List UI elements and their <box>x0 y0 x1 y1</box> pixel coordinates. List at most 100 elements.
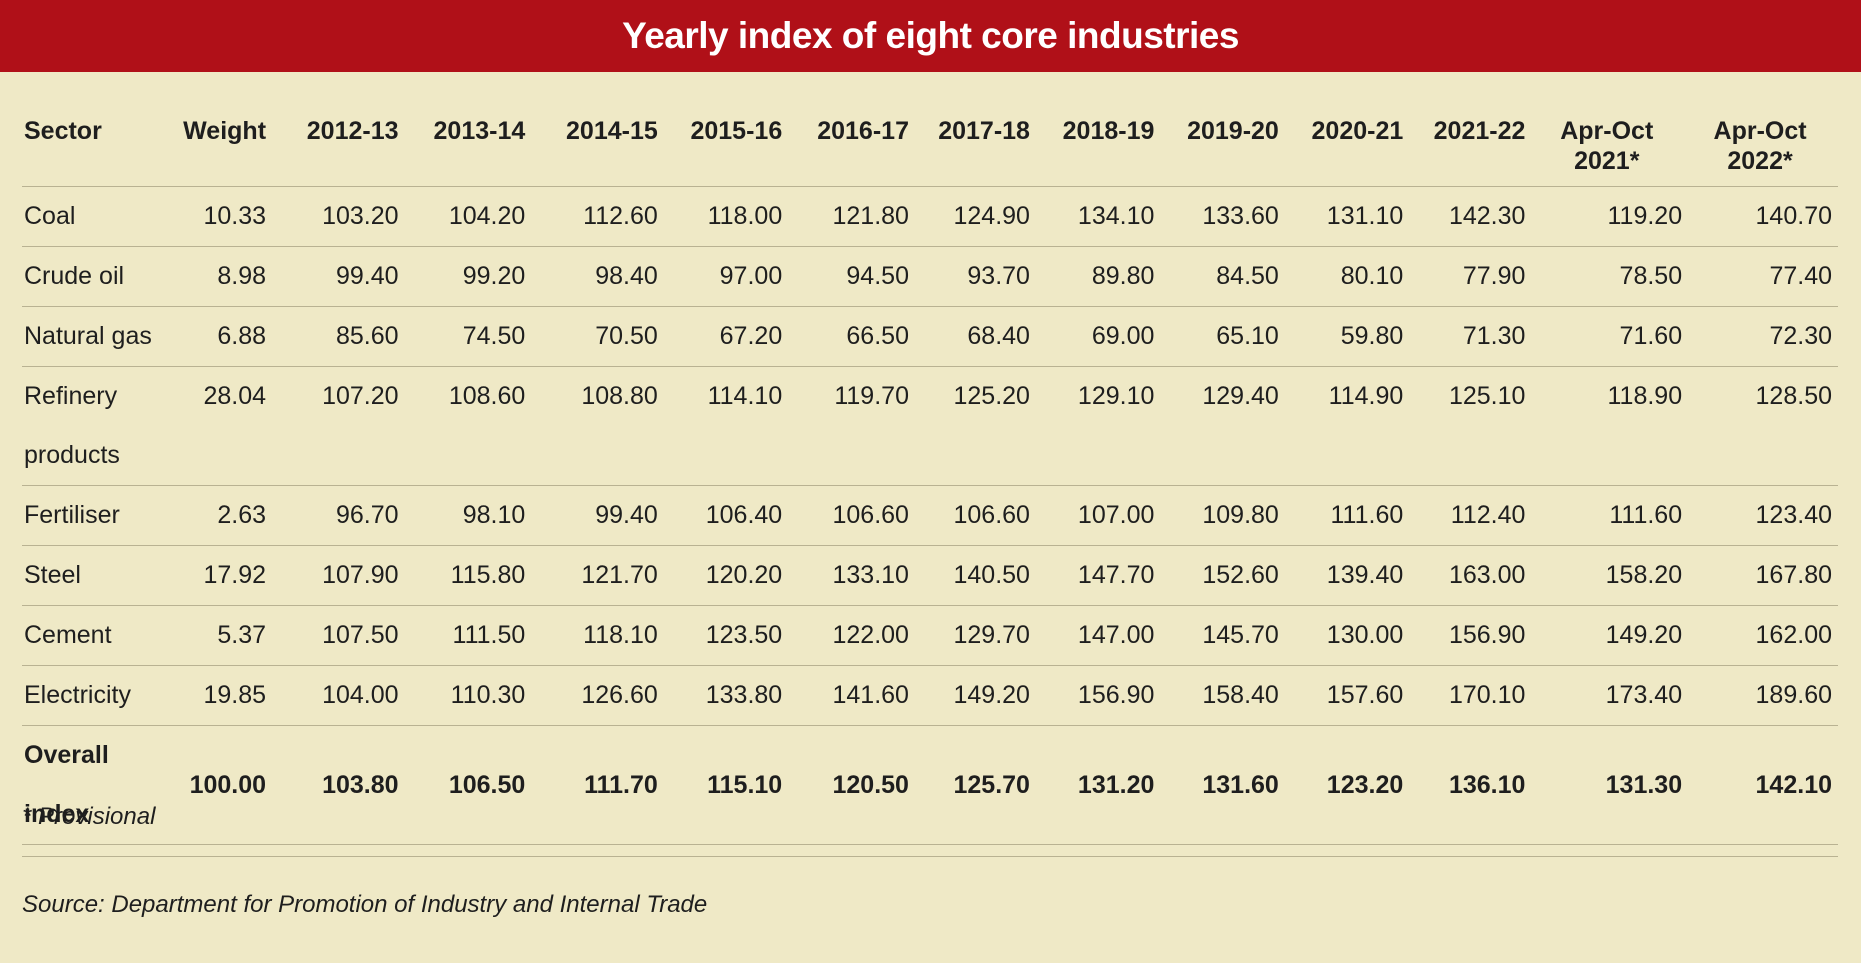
column-header: 2019-20 <box>1160 108 1285 187</box>
value-cell: 134.10 <box>1035 186 1161 247</box>
period-line: 2021* <box>1574 147 1640 175</box>
value-cell: 69.00 <box>1035 306 1161 367</box>
value-cell: 128.50 <box>1688 366 1838 486</box>
column-header: 2012-13 <box>272 108 405 187</box>
value-cell: 125.20 <box>914 366 1036 486</box>
value-cell: 129.70 <box>914 605 1036 666</box>
column-header: 2015-16 <box>663 108 789 187</box>
value-cell: 170.10 <box>1409 665 1532 726</box>
value-cell: 72.30 <box>1688 306 1838 367</box>
value-cell: 158.20 <box>1531 545 1689 606</box>
column-header: Apr-Oct 2022* <box>1688 108 1838 187</box>
value-cell: 71.60 <box>1531 306 1689 367</box>
value-cell: 118.10 <box>531 605 664 666</box>
value-cell: 71.30 <box>1409 306 1532 367</box>
value-cell: 74.50 <box>404 306 532 367</box>
value-cell: 2.63 <box>162 485 273 546</box>
column-header: 2013-14 <box>404 108 532 187</box>
value-cell: 108.60 <box>404 366 532 486</box>
footnote: * Provisional <box>22 779 1838 857</box>
sector-cell: Electricity <box>22 665 163 726</box>
value-cell: 133.80 <box>663 665 789 726</box>
value-cell: 149.20 <box>1531 605 1689 666</box>
value-cell: 109.80 <box>1160 485 1285 546</box>
value-cell: 78.50 <box>1531 246 1689 307</box>
value-cell: 98.10 <box>404 485 532 546</box>
value-cell: 106.60 <box>914 485 1036 546</box>
table-row: Refinery products 28.04 107.20 108.60 108.80… <box>22 366 1838 486</box>
value-cell: 130.00 <box>1284 605 1410 666</box>
core-industries-table: Sector Weight 2012-13 2013-14 2014-15 20… <box>22 108 1838 845</box>
value-cell: 84.50 <box>1160 246 1285 307</box>
source-note: Source: Department for Promotion of Indu… <box>22 891 708 918</box>
value-cell: 120.50 <box>788 725 915 845</box>
value-cell: 189.60 <box>1688 665 1838 726</box>
value-cell: 131.20 <box>1035 725 1161 845</box>
value-cell: 120.20 <box>663 545 789 606</box>
value-cell: 106.40 <box>663 485 789 546</box>
value-cell: 77.90 <box>1409 246 1532 307</box>
value-cell: 6.88 <box>162 306 273 367</box>
value-cell: 121.70 <box>531 545 664 606</box>
value-cell: 70.50 <box>531 306 664 367</box>
column-header: 2016-17 <box>788 108 915 187</box>
sector-cell: Refinery products <box>22 366 163 486</box>
value-cell: 112.60 <box>531 186 664 247</box>
value-cell: 8.98 <box>162 246 273 307</box>
table-row: Electricity 19.85 104.00 110.30 126.60 133.80… <box>22 665 1838 726</box>
value-cell: 156.90 <box>1409 605 1532 666</box>
value-cell: 133.60 <box>1160 186 1285 247</box>
value-cell: 66.50 <box>788 306 915 367</box>
value-cell: 163.00 <box>1409 545 1532 606</box>
value-cell: 107.00 <box>1035 485 1161 546</box>
value-cell: 167.80 <box>1688 545 1838 606</box>
value-cell: 136.10 <box>1409 725 1532 845</box>
value-cell: 133.10 <box>788 545 915 606</box>
value-cell: 107.90 <box>272 545 405 606</box>
value-cell: 119.20 <box>1531 186 1689 247</box>
value-cell: 107.20 <box>272 366 405 486</box>
value-cell: 114.90 <box>1284 366 1410 486</box>
column-header: Apr-Oct 2021* <box>1531 108 1689 187</box>
value-cell: 115.10 <box>663 725 789 845</box>
value-cell: 156.90 <box>1035 665 1161 726</box>
value-cell: 142.10 <box>1688 725 1838 845</box>
value-cell: 140.50 <box>914 545 1036 606</box>
value-cell: 94.50 <box>788 246 915 307</box>
value-cell: 118.00 <box>663 186 789 247</box>
value-cell: 139.40 <box>1284 545 1410 606</box>
value-cell: 103.80 <box>272 725 405 845</box>
value-cell: 115.80 <box>404 545 532 606</box>
value-cell: 111.60 <box>1284 485 1410 546</box>
value-cell: 67.20 <box>663 306 789 367</box>
value-cell: 68.40 <box>914 306 1036 367</box>
value-cell: 158.40 <box>1160 665 1285 726</box>
table-row: Steel 17.92 107.90 115.80 121.70 120.20 133.10… <box>22 545 1838 606</box>
value-cell: 111.60 <box>1531 485 1689 546</box>
value-cell: 129.40 <box>1160 366 1285 486</box>
column-header: Weight <box>162 108 273 187</box>
value-cell: 5.37 <box>162 605 273 666</box>
value-cell: 99.20 <box>404 246 532 307</box>
value-cell: 99.40 <box>272 246 405 307</box>
sector-cell: Fertiliser <box>22 485 163 546</box>
value-cell: 114.10 <box>663 366 789 486</box>
value-cell: 100.00 <box>162 725 273 845</box>
value-cell: 110.30 <box>404 665 532 726</box>
value-cell: 131.10 <box>1284 186 1410 247</box>
value-cell: 111.50 <box>404 605 532 666</box>
value-cell: 147.70 <box>1035 545 1161 606</box>
value-cell: 111.70 <box>531 725 664 845</box>
sector-cell: Overall index <box>22 725 163 845</box>
value-cell: 147.00 <box>1035 605 1161 666</box>
sector-cell: Coal <box>22 186 163 247</box>
header-row: Sector Weight 2012-13 2013-14 2014-15 20… <box>22 108 1838 187</box>
sector-cell: Crude oil <box>22 246 163 307</box>
value-cell: 129.10 <box>1035 366 1161 486</box>
table-row: Coal 10.33 103.20 104.20 112.60 118.00 121.80 1… <box>22 186 1838 247</box>
value-cell: 19.85 <box>162 665 273 726</box>
value-cell: 125.70 <box>914 725 1036 845</box>
sector-cell: Steel <box>22 545 163 606</box>
value-cell: 123.50 <box>663 605 789 666</box>
value-cell: 125.10 <box>1409 366 1532 486</box>
